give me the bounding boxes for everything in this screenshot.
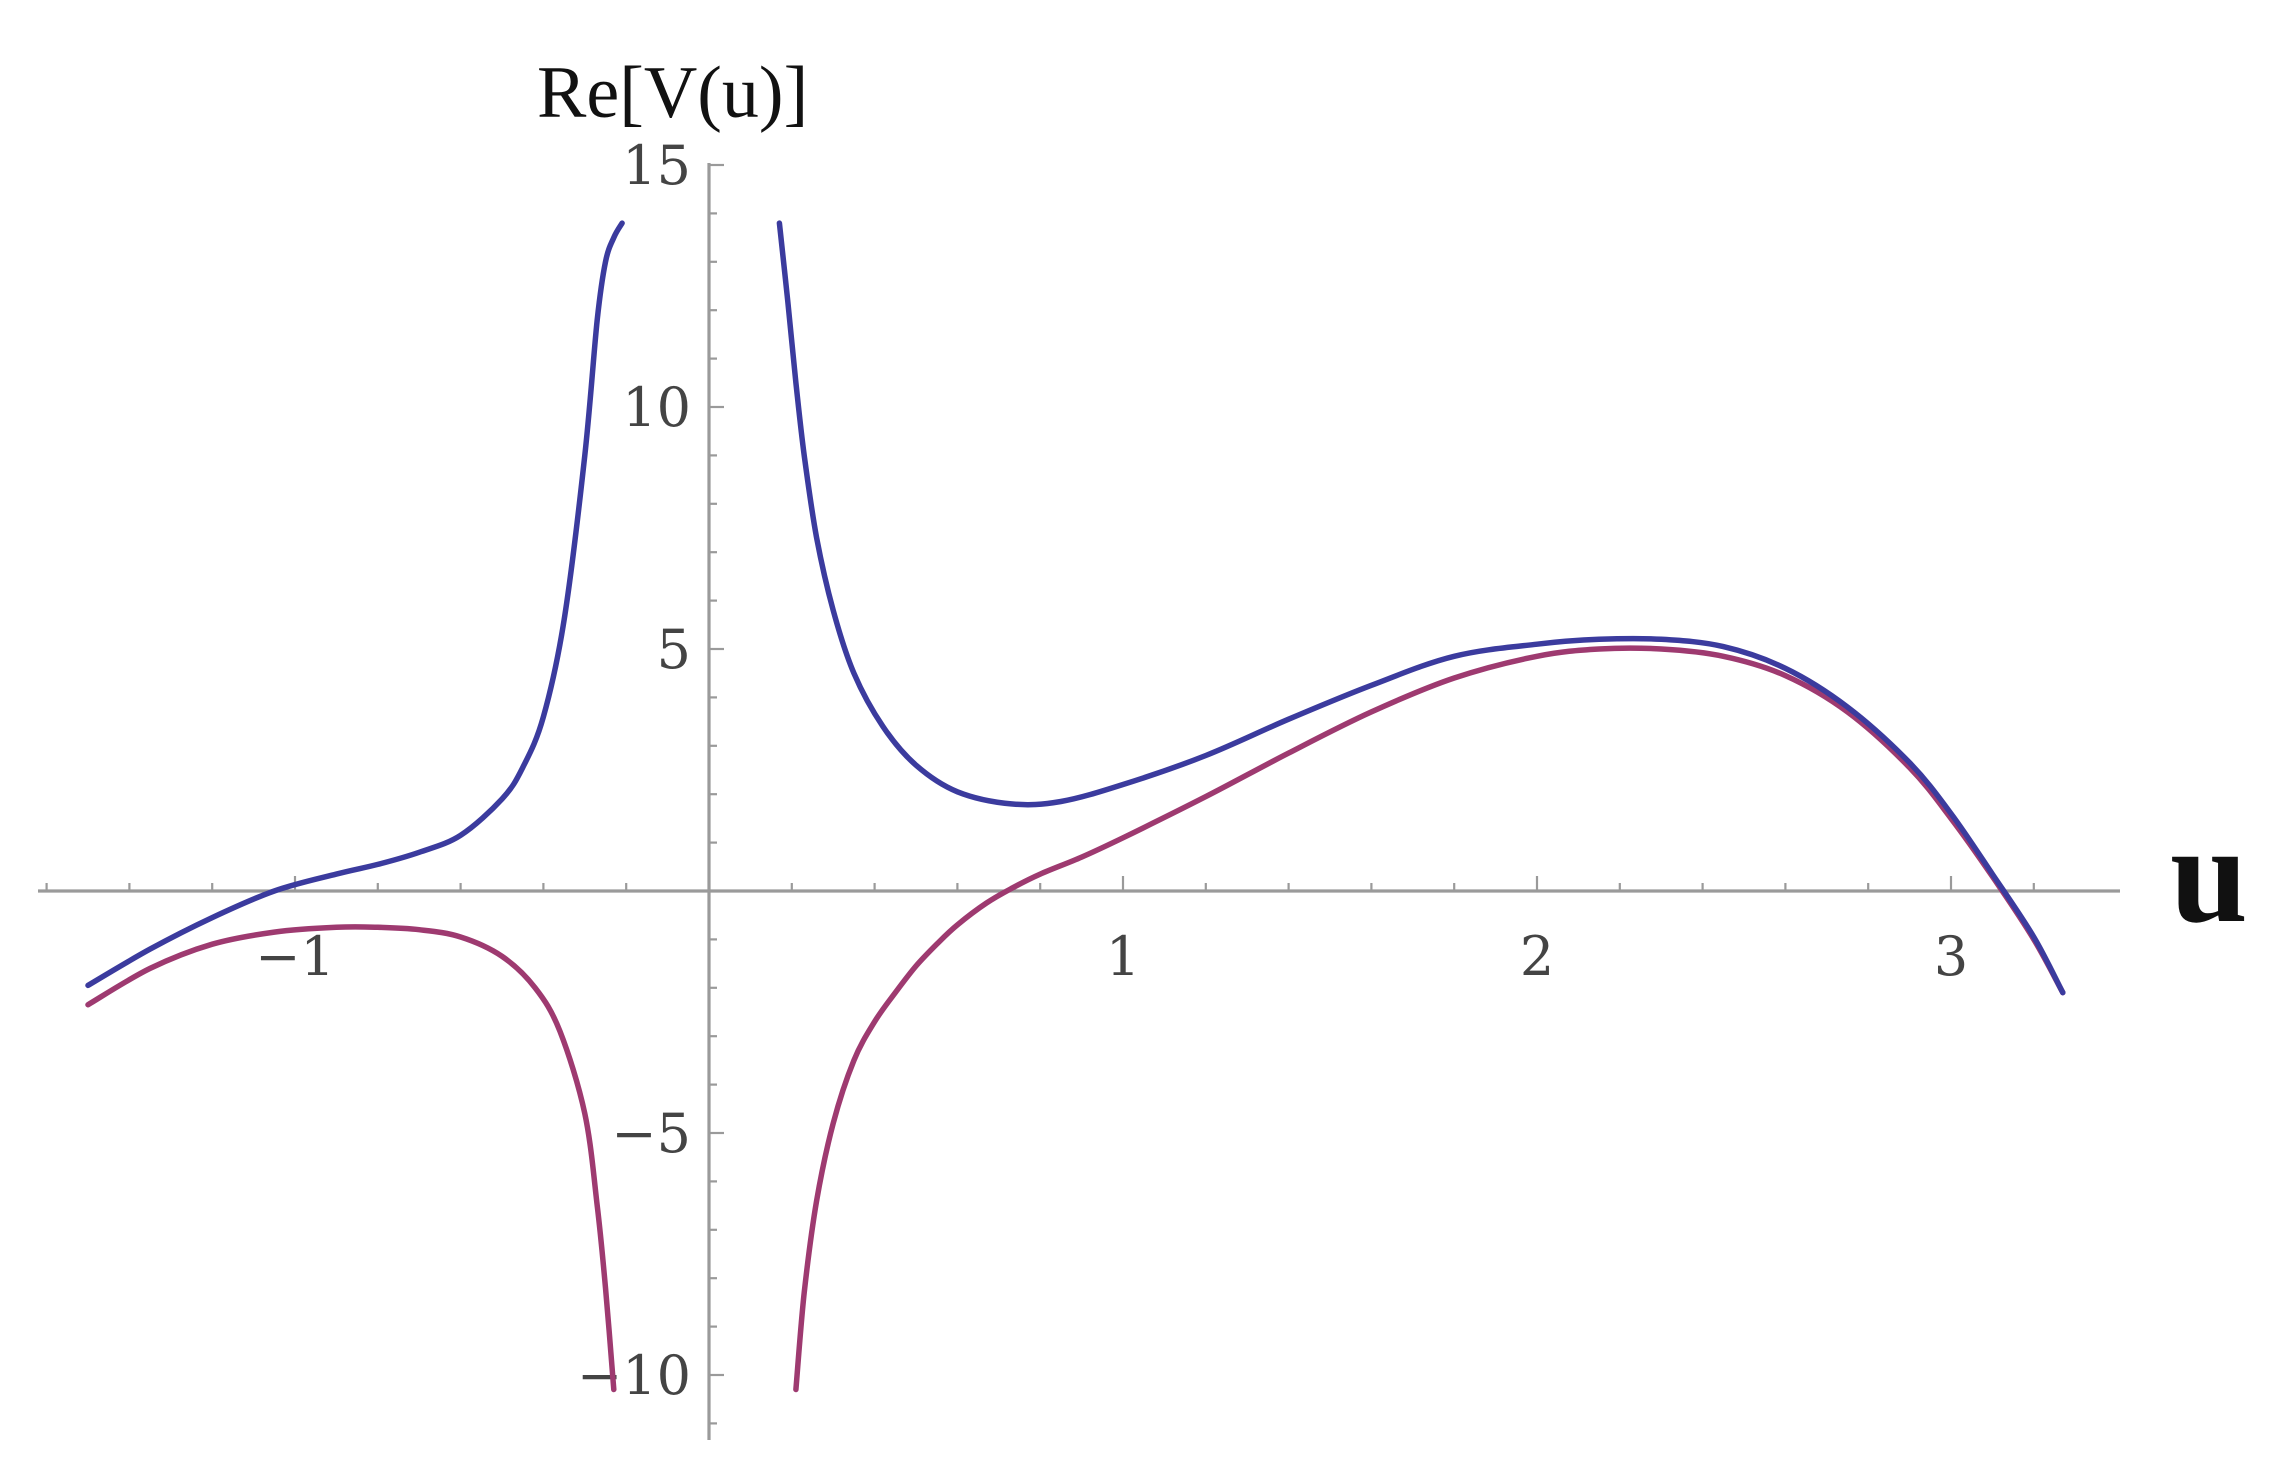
series-1-branch-0-line (85, 924, 617, 1393)
axis-labels: Re[V(u)] u (537, 52, 2248, 952)
y-tick-label: −10 (577, 1344, 691, 1407)
series-1-branch-1-line (793, 645, 2066, 1393)
y-axis-label: Re[V(u)] (537, 52, 808, 134)
x-tick-label: 1 (1106, 925, 1140, 988)
curves (85, 220, 2066, 1393)
x-tick-label: 2 (1520, 925, 1554, 988)
x-axis-label: u (2170, 797, 2248, 952)
y-tick-label: 5 (657, 618, 691, 681)
y-tick-label: −5 (611, 1102, 691, 1165)
y-tick-label: 10 (622, 376, 691, 439)
y-tick-label: 15 (622, 134, 691, 197)
x-tick-label: 3 (1934, 925, 1968, 988)
series-0-branch-0-line (85, 220, 625, 989)
series-0-branch-1-line (776, 220, 2066, 996)
